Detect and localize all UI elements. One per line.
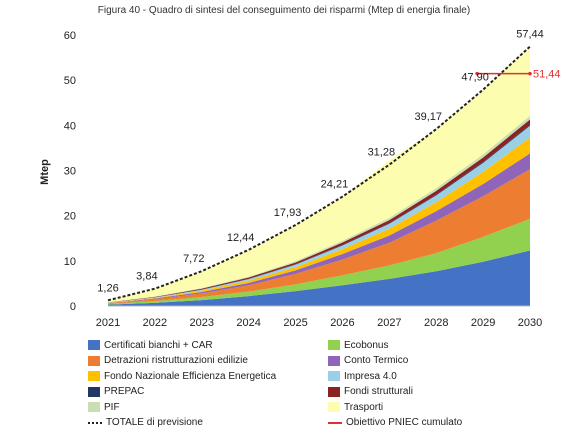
area-detrazioni-ristrutturazioni-edilizie: [108, 169, 530, 304]
legend-label: Conto Termico: [344, 355, 409, 367]
legend-item-fondo-nazionale-efficienza-energetica: Fondo Nazionale Efficienza Energetica: [88, 369, 328, 384]
x-tick-label: 2026: [330, 317, 354, 329]
target-point: [475, 71, 479, 76]
total-data-label: 24,21: [321, 179, 349, 191]
y-axis-ticks: 0 10 20 30 40 50 60: [64, 30, 76, 313]
legend-line-marker: [88, 418, 102, 428]
legend-swatch: [88, 402, 100, 413]
legend-item-conto-termico: Conto Termico: [328, 354, 558, 369]
legend-label: Trasporti: [344, 401, 384, 413]
total-data-label: 31,28: [368, 147, 396, 159]
legend-label: Fondi strutturali: [344, 386, 413, 398]
legend-label: Obiettivo PNIEC cumulato: [346, 417, 463, 429]
y-tick-label: 50: [64, 75, 76, 87]
total-data-label: 3,84: [136, 271, 157, 283]
legend-swatch: [328, 355, 340, 366]
legend-swatch: [88, 371, 100, 382]
y-tick-label: 60: [64, 30, 76, 42]
total-data-label: 17,93: [274, 207, 302, 219]
x-tick-label: 2024: [236, 317, 260, 329]
legend-line-marker: [328, 418, 342, 428]
legend-swatch: [88, 355, 100, 366]
y-tick-label: 20: [64, 211, 76, 223]
total-data-label: 12,44: [227, 232, 255, 244]
x-tick-label: 2028: [424, 317, 448, 329]
y-axis-label: Mtep: [39, 159, 51, 185]
target-point: [528, 71, 532, 76]
legend-swatch: [328, 402, 340, 413]
legend-item-detrazioni-ristrutturazioni-edilizie: Detrazioni ristrutturazioni edilizie: [88, 354, 328, 369]
total-line-group: [107, 45, 531, 302]
legend-label: Impresa 4.0: [344, 370, 397, 382]
stacked-areas: [108, 46, 530, 306]
legend-swatch: [88, 386, 100, 397]
y-tick-label: 0: [70, 301, 76, 313]
y-tick-label: 40: [64, 120, 76, 132]
y-tick-label: 30: [64, 166, 76, 178]
legend-item-ecobonus: Ecobonus: [328, 338, 558, 353]
area-trasporti: [108, 46, 530, 303]
chart-title: Figura 40 - Quadro di sintesi del conseg…: [98, 5, 470, 16]
data-labels: 1,26 3,84 7,72 12,44 17,93 24,21 31,28 39,17 47,…: [97, 29, 560, 295]
legend-label: Detrazioni ristrutturazioni edilizie: [104, 355, 248, 367]
legend-item-prepac: PREPAC: [88, 385, 328, 400]
total-data-label: 39,17: [414, 111, 442, 123]
legend-label: Fondo Nazionale Efficienza Energetica: [104, 370, 277, 382]
total-data-label: 57,44: [516, 29, 544, 41]
x-tick-label: 2029: [471, 317, 495, 329]
legend-label: TOTALE di previsione: [106, 417, 203, 429]
legend-label: Certificati bianchi + CAR: [104, 339, 213, 351]
legend-item-pif: PIF: [88, 400, 328, 415]
target-data-label: 51,44: [533, 69, 561, 81]
legend-swatch: [328, 340, 340, 351]
x-tick-label: 2030: [518, 317, 542, 329]
legend-label: PREPAC: [104, 386, 145, 398]
x-tick-label: 2023: [190, 317, 214, 329]
total-line: [107, 45, 531, 302]
legend-swatch: [88, 340, 100, 351]
area-certificati-bianchi-car: [108, 250, 530, 306]
area-ecobonus: [108, 218, 530, 305]
legend-swatch: [328, 371, 340, 382]
x-tick-label: 2027: [377, 317, 401, 329]
total-data-label: 47,90: [461, 72, 489, 84]
legend-label: PIF: [104, 401, 120, 413]
x-tick-label: 2021: [96, 317, 120, 329]
legend-item-certificati-bianchi-car: Certificati bianchi + CAR: [88, 338, 328, 353]
legend-swatch: [328, 386, 340, 397]
x-axis: 2021 2022 2023 2024 2025 2026 2027 2028 2029 2030: [96, 305, 542, 329]
legend-item-fondi-strutturali: Fondi strutturali: [328, 385, 558, 400]
target-line-group: [475, 71, 532, 76]
legend: Certificati bianchi + CAR Ecobonus Detrazi…: [88, 338, 558, 430]
total-data-label: 1,26: [97, 282, 118, 294]
legend-item-totale-di-previsione: TOTALE di previsione: [88, 416, 328, 431]
x-tick-label: 2025: [283, 317, 307, 329]
legend-item-trasporti: Trasporti: [328, 400, 558, 415]
total-data-label: 7,72: [183, 253, 204, 265]
x-tick-label: 2022: [143, 317, 167, 329]
legend-item-obiettivo-pniec-cumulato: Obiettivo PNIEC cumulato: [328, 416, 558, 431]
legend-item-impresa-4-0: Impresa 4.0: [328, 369, 558, 384]
legend-label: Ecobonus: [344, 339, 389, 351]
y-tick-label: 10: [64, 256, 76, 268]
